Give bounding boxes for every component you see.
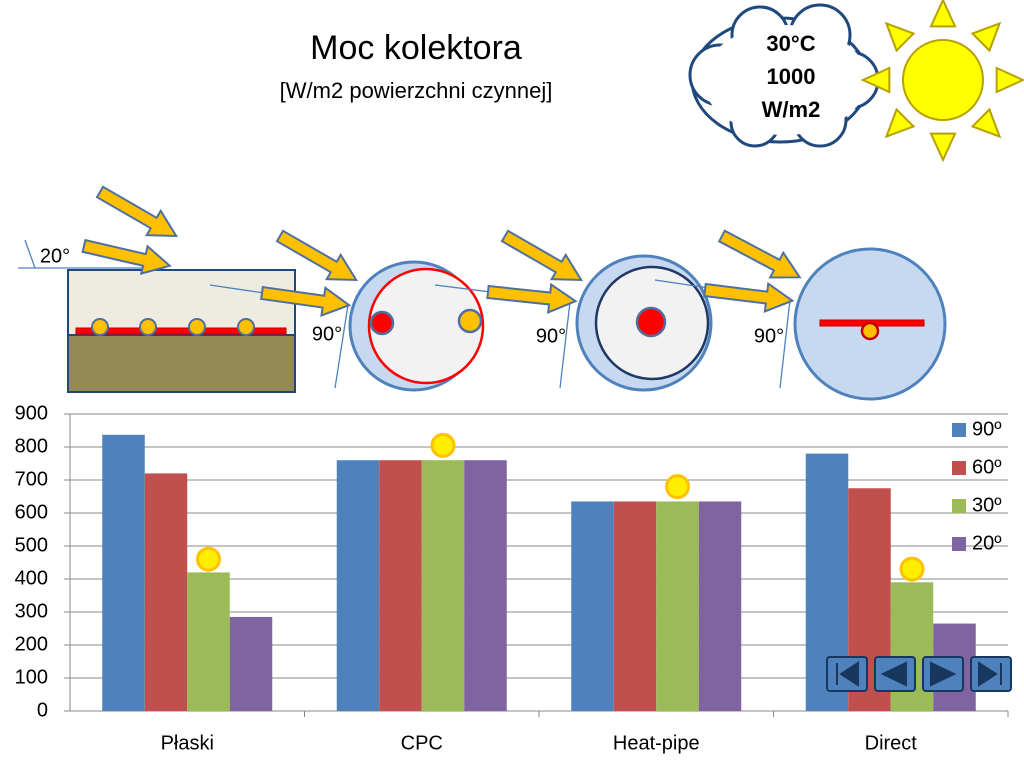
angle-label: 20°: [40, 245, 70, 267]
marker: [665, 474, 690, 500]
legend-swatch: [952, 537, 966, 551]
y-tick-label: 100: [15, 666, 48, 688]
chart: 0 100 200 300 400 500 600 700 800 900 Płaski CPC Hea…: [15, 402, 1009, 754]
bar: [464, 460, 507, 711]
collector-diagram: [18, 178, 947, 401]
x-tick-label: CPC: [401, 732, 443, 754]
cloud: [688, 3, 880, 148]
y-tick-label: 0: [37, 699, 48, 721]
sun: [860, 0, 1024, 163]
bar: [421, 460, 465, 711]
legend-label: 90º: [972, 418, 1002, 440]
y-tick-label: 400: [15, 567, 48, 589]
angle-label: 90°: [312, 323, 342, 345]
bar: [613, 501, 657, 711]
x-tick-label: Heat-pipe: [613, 732, 700, 754]
navigation: [826, 656, 1012, 692]
bar: [102, 434, 145, 711]
bar: [656, 501, 699, 711]
y-tick-label: 700: [15, 468, 48, 490]
y-tick-label: 900: [15, 402, 48, 424]
legend-swatch: [952, 461, 966, 475]
irradiance: 1000: [767, 64, 816, 89]
x-tick-label: Płaski: [161, 732, 214, 754]
marker: [430, 432, 456, 458]
y-tick-label: 500: [15, 534, 48, 556]
angle-label: 90°: [536, 325, 566, 347]
sun-ray: [970, 107, 1002, 139]
bar: [187, 572, 230, 711]
marker: [899, 556, 925, 582]
temperature: 30°C: [766, 31, 815, 56]
bar: [229, 616, 273, 711]
subtitle: [W/m2 powierzchni czynnej]: [280, 78, 553, 103]
last-button[interactable]: [970, 656, 1012, 692]
y-tick-label: 800: [15, 435, 48, 457]
x-tick-label: Direct: [865, 732, 918, 754]
first-button[interactable]: [826, 656, 868, 692]
irradiance-unit: W/m2: [762, 97, 821, 122]
legend-label: 30º: [972, 494, 1002, 516]
prev-button[interactable]: [874, 656, 916, 692]
bar: [698, 501, 742, 711]
title: Moc kolektora: [310, 29, 522, 67]
sun-ray: [970, 21, 1002, 53]
bar: [336, 460, 380, 711]
legend-swatch: [952, 499, 966, 513]
sun-ray: [929, 132, 957, 163]
y-tick-label: 600: [15, 501, 48, 523]
angle-label: 90°: [754, 325, 784, 347]
sun-ray: [929, 0, 957, 28]
y-tick-label: 300: [15, 600, 48, 622]
sun-ray: [884, 107, 916, 139]
sun-ray: [884, 21, 916, 53]
sun-ray: [995, 66, 1024, 94]
y-tick-label: 200: [15, 633, 48, 655]
next-button[interactable]: [922, 656, 964, 692]
marker: [196, 546, 221, 572]
bar: [144, 473, 188, 711]
sun-ray: [860, 66, 891, 94]
legend-label: 20º: [972, 532, 1002, 554]
bar: [571, 501, 614, 711]
bar: [379, 460, 422, 711]
legend-swatch: [952, 423, 966, 437]
legend-label: 60º: [972, 456, 1002, 478]
